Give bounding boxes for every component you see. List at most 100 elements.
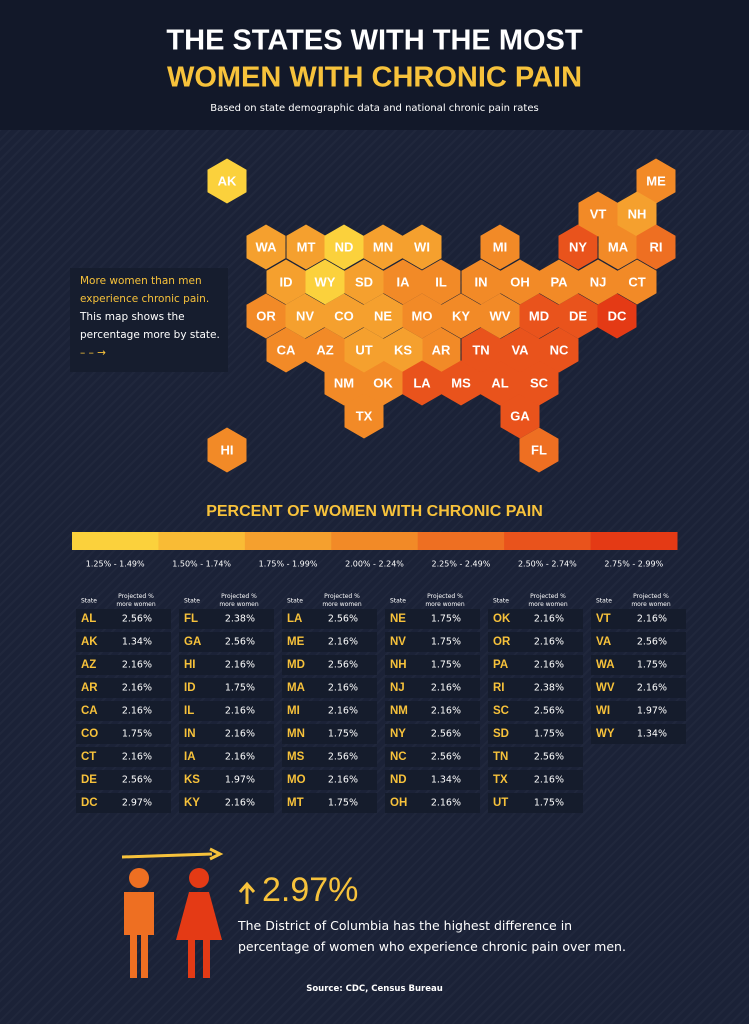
table-value: 2.16% — [122, 683, 152, 694]
table: State Projected % more women AL 2.56% AK 1.34%… — [76, 593, 686, 813]
state-hex-label: NH — [628, 206, 647, 221]
table-value: 2.16% — [328, 775, 358, 786]
state-hex-label: HI — [221, 442, 234, 457]
legend-swatch — [244, 532, 332, 550]
state-hex — [539, 327, 579, 373]
state-hex-label: MD — [529, 308, 549, 323]
table-value: 2.56% — [328, 614, 358, 625]
table-header-value: Projected % more women — [528, 593, 568, 608]
table-state: MI — [287, 705, 300, 717]
woman-head — [189, 868, 209, 888]
state-hex — [305, 327, 345, 373]
state-hex-label: PA — [550, 274, 568, 289]
table-state: FL — [184, 613, 198, 625]
table-row-bg — [488, 770, 583, 790]
state-hex — [539, 259, 579, 305]
state-hex — [558, 224, 598, 270]
state-hex — [383, 327, 423, 373]
state-hex — [266, 327, 306, 373]
table-value: 1.97% — [637, 706, 667, 717]
state-hex — [461, 259, 501, 305]
state-hex-label: WY — [315, 274, 336, 289]
state-hex-label: ME — [646, 173, 666, 188]
table-value: 1.75% — [431, 637, 461, 648]
state-hex — [344, 259, 384, 305]
table-row-bg — [282, 609, 377, 629]
state-hex — [402, 360, 442, 406]
hex-map: AL AK AZ AR CA CO CT DE DC FL GA HI ID IL IN IA KS KY LA ME… — [207, 158, 676, 473]
table-state: IN — [184, 728, 196, 740]
state-hex-label: SC — [530, 375, 549, 390]
table-state: WY — [596, 728, 615, 740]
table-value: 1.75% — [534, 798, 564, 809]
state-hex-label: KS — [394, 342, 412, 357]
state-hex-label: KY — [452, 308, 470, 323]
table-state: SC — [493, 705, 509, 717]
state-hex — [246, 224, 286, 270]
state-hex-label: AR — [432, 342, 451, 357]
man-head — [129, 868, 149, 888]
table-state: DC — [81, 797, 98, 809]
state-hex-label: ND — [335, 239, 354, 254]
table-value: 2.16% — [637, 683, 667, 694]
table-row-bg — [76, 678, 171, 698]
state-hex — [266, 259, 306, 305]
legend-label: 1.25% - 1.49% — [86, 560, 145, 569]
table-row-bg — [179, 724, 274, 744]
state-hex-label: CT — [628, 274, 645, 289]
table-state: IA — [184, 751, 196, 763]
table-row-bg — [76, 609, 171, 629]
state-hex-label: NM — [334, 375, 354, 390]
table-value: 2.56% — [534, 706, 564, 717]
table-value: 2.38% — [534, 683, 564, 694]
table-header-state: State — [596, 598, 612, 605]
table-value: 2.16% — [534, 775, 564, 786]
map-note: More women than men experience chronic p… — [70, 268, 228, 372]
legend: 1.25% - 1.49% 1.50% - 1.74% 1.75% - 1.99% 2… — [72, 532, 678, 569]
state-hex — [402, 293, 442, 339]
table-state: IL — [184, 705, 194, 717]
table-value: 1.75% — [122, 729, 152, 740]
table-state: NJ — [390, 682, 405, 694]
state-hex — [500, 327, 540, 373]
state-hex-label: CA — [277, 342, 296, 357]
table-value: 2.38% — [225, 614, 255, 625]
table-state: PA — [493, 659, 508, 671]
table-state: ND — [390, 774, 407, 786]
state-hex-label: MI — [493, 239, 507, 254]
table-value: 1.75% — [637, 660, 667, 671]
state-hex — [286, 224, 326, 270]
state-hex-label: OR — [256, 308, 276, 323]
state-hex-label: WA — [256, 239, 278, 254]
table-row-bg — [76, 701, 171, 721]
table-row-bg — [282, 678, 377, 698]
legend-label: 2.50% - 2.74% — [518, 560, 577, 569]
state-hex — [305, 259, 345, 305]
state-hex — [578, 191, 618, 237]
state-hex-label: IA — [397, 274, 411, 289]
state-hex-label: IL — [435, 274, 447, 289]
state-hex-label: AZ — [316, 342, 333, 357]
title-line1: THE STATES WITH THE MOST — [166, 25, 582, 57]
table-row-bg — [179, 701, 274, 721]
table-row-bg — [179, 609, 274, 629]
table-header-state: State — [184, 598, 200, 605]
table-header-value: Projected % more women — [631, 593, 671, 608]
table-state: CA — [81, 705, 98, 717]
table-row-bg — [591, 655, 686, 675]
table-state: WA — [596, 659, 615, 671]
table-value: 1.34% — [431, 775, 461, 786]
table-state: VT — [596, 613, 611, 625]
state-hex — [578, 259, 618, 305]
table-value: 2.16% — [328, 637, 358, 648]
table-header-state: State — [390, 598, 406, 605]
state-hex — [441, 360, 481, 406]
state-hex-label: MN — [373, 239, 393, 254]
table-value: 2.16% — [122, 752, 152, 763]
people-icon — [121, 847, 256, 978]
callout-value: 2.97% — [262, 871, 358, 909]
state-hex — [636, 224, 676, 270]
table-row-bg — [76, 632, 171, 652]
table-state: NV — [390, 636, 406, 648]
table-state: CO — [81, 728, 98, 740]
